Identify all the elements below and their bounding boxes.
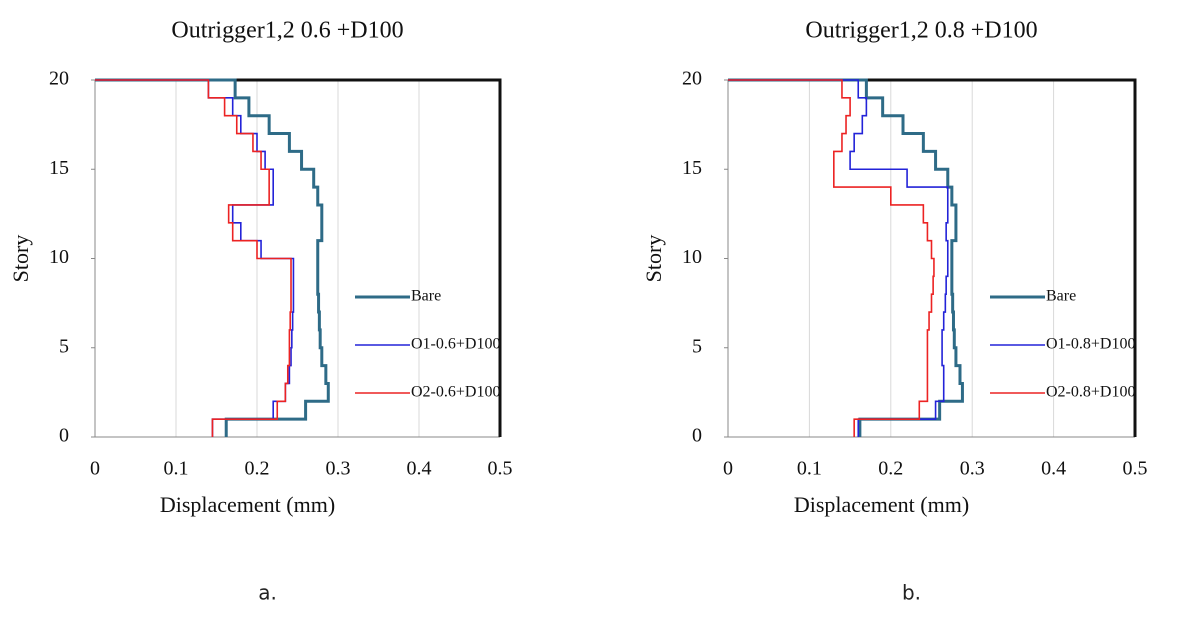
y-tick-label: 20 [682,68,702,90]
x-tick-label: 0.4 [407,458,432,480]
chart-title: Outrigger1,2 0.8 +D100 [805,18,1037,44]
caption: a. [258,581,277,605]
chart-panel: Outrigger1,2 0.8 +D100 0 0.1 0.2 0.3 0.4 0.5 0 5… [641,18,1147,605]
legend-label: O2-0.6+D100 [411,384,500,401]
series-line [728,79,949,437]
x-tick-label: 0 [90,458,100,480]
x-tick-label: 0.1 [164,458,189,480]
x-tick-label: 0.3 [960,458,985,480]
x-tick-label: 0.2 [878,458,903,480]
caption: b. [902,581,921,605]
chart-title: Outrigger1,2 0.6 +D100 [171,18,403,44]
x-axis-title: Displacement (mm) [794,492,969,517]
y-tick-label: 0 [692,425,702,447]
y-axis-title: Story [641,235,666,283]
x-tick-label: 0.1 [797,458,822,480]
x-tick-label: 0.4 [1041,458,1066,480]
y-tick-label: 15 [49,157,69,179]
x-tick-label: 0.2 [245,458,270,480]
series-line [728,78,964,437]
y-tick-label: 0 [59,425,69,447]
x-tick-label: 0.5 [1123,458,1148,480]
x-axis-title: Displacement (mm) [160,492,335,517]
y-tick-label: 10 [49,246,69,268]
legend-label: O2-0.8+D100 [1046,384,1135,401]
chart-panel: Outrigger1,2 0.6 +D100 0 0.1 0.2 0.3 0.4 0.5 0 5… [8,18,512,605]
y-tick-label: 20 [49,68,69,90]
y-tick-label: 15 [682,157,702,179]
x-tick-label: 0.3 [326,458,351,480]
x-tick-label: 0 [723,458,733,480]
series-line [728,79,935,437]
y-tick-label: 5 [692,335,702,357]
y-tick-label: 5 [59,335,69,357]
legend-label: O1-0.6+D100 [411,336,500,353]
x-tick-label: 0.5 [488,458,513,480]
y-axis-title: Story [8,235,33,283]
legend-label: Bare [411,288,441,305]
legend-label: Bare [1046,288,1076,305]
series-line [95,78,330,437]
y-tick-label: 10 [682,246,702,268]
legend-label: O1-0.8+D100 [1046,336,1135,353]
series-line [95,79,292,437]
